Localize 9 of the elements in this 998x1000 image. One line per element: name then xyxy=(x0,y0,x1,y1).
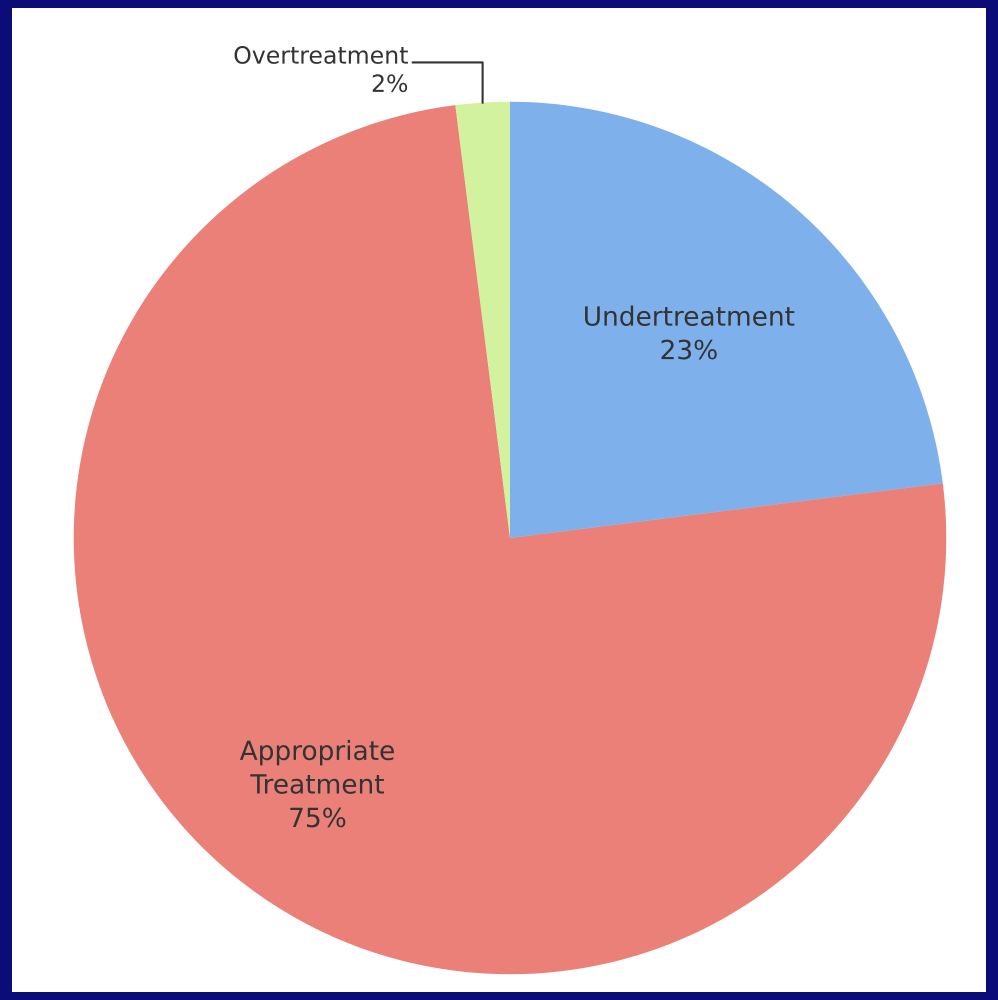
data-label: 75% xyxy=(290,807,346,828)
slice-label: Overtreatment xyxy=(234,46,408,64)
slice-label: Undertreatment xyxy=(585,306,794,326)
data-label: 2% xyxy=(372,74,408,92)
data-label: 23% xyxy=(661,340,717,360)
pie-slice xyxy=(510,102,943,538)
slice-label: Appropriate Treatment xyxy=(240,740,394,794)
pie-slice xyxy=(455,102,510,538)
pie-slice xyxy=(74,105,946,974)
